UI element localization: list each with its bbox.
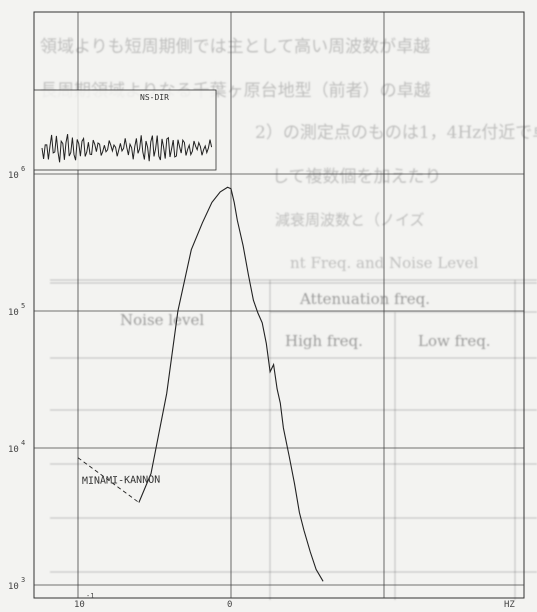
series-line-1 — [77, 457, 140, 503]
x-tick-0: 10 — [74, 600, 85, 610]
inset-box — [33, 89, 217, 171]
y-tick-1: 10 — [8, 445, 19, 455]
y-tick-exp-0: 3 — [21, 576, 25, 584]
x-tick-exp-0: -1 — [86, 592, 94, 600]
x-tick-2: HZ — [504, 600, 515, 610]
y-tick-0: 10 — [8, 582, 19, 592]
background-page-text: 領域よりも短周期側では主として高い周波数が卓越 長周期領域よりなる千葉ヶ原台地型… — [40, 37, 537, 272]
series-line-0 — [138, 186, 324, 582]
bleed-line-3: 2）の測定点のものは1，4Hz付近で卓越する — [255, 123, 537, 143]
bleed-line-4: して複数個を加えたり — [272, 167, 442, 187]
series-layer — [77, 186, 324, 582]
y-tick-exp-2: 5 — [21, 302, 25, 310]
table-header-noise: Noise level — [120, 311, 204, 329]
x-tick-1: 0 — [227, 600, 232, 610]
plot-frame — [33, 11, 525, 599]
background-table — [50, 279, 537, 600]
table-header-low: Low freq. — [418, 332, 491, 350]
y-tick-2: 10 — [8, 308, 19, 318]
y-tick-exp-3: 6 — [21, 165, 25, 173]
table-group-header: Attenuation freq. — [299, 290, 430, 308]
table-header-high: High freq. — [285, 332, 363, 350]
caption-line-1: 減衰周波数と（ノイズ — [275, 211, 425, 229]
y-tick-3: 10 — [8, 171, 19, 181]
waveform-trace — [41, 134, 213, 163]
waveform-inset: NS-DIR — [33, 89, 217, 171]
bleed-line-1: 領域よりも短周期側では主として高い周波数が卓越 — [40, 37, 430, 57]
inset-label: NS-DIR — [140, 93, 169, 102]
background-table-text: Attenuation freq. Low freq. High freq. N… — [120, 290, 491, 350]
grid — [34, 12, 524, 598]
site-annotation: MINAMI-KANNON — [82, 475, 160, 487]
plot-border — [33, 11, 525, 599]
y-tick-exp-1: 4 — [21, 439, 25, 447]
